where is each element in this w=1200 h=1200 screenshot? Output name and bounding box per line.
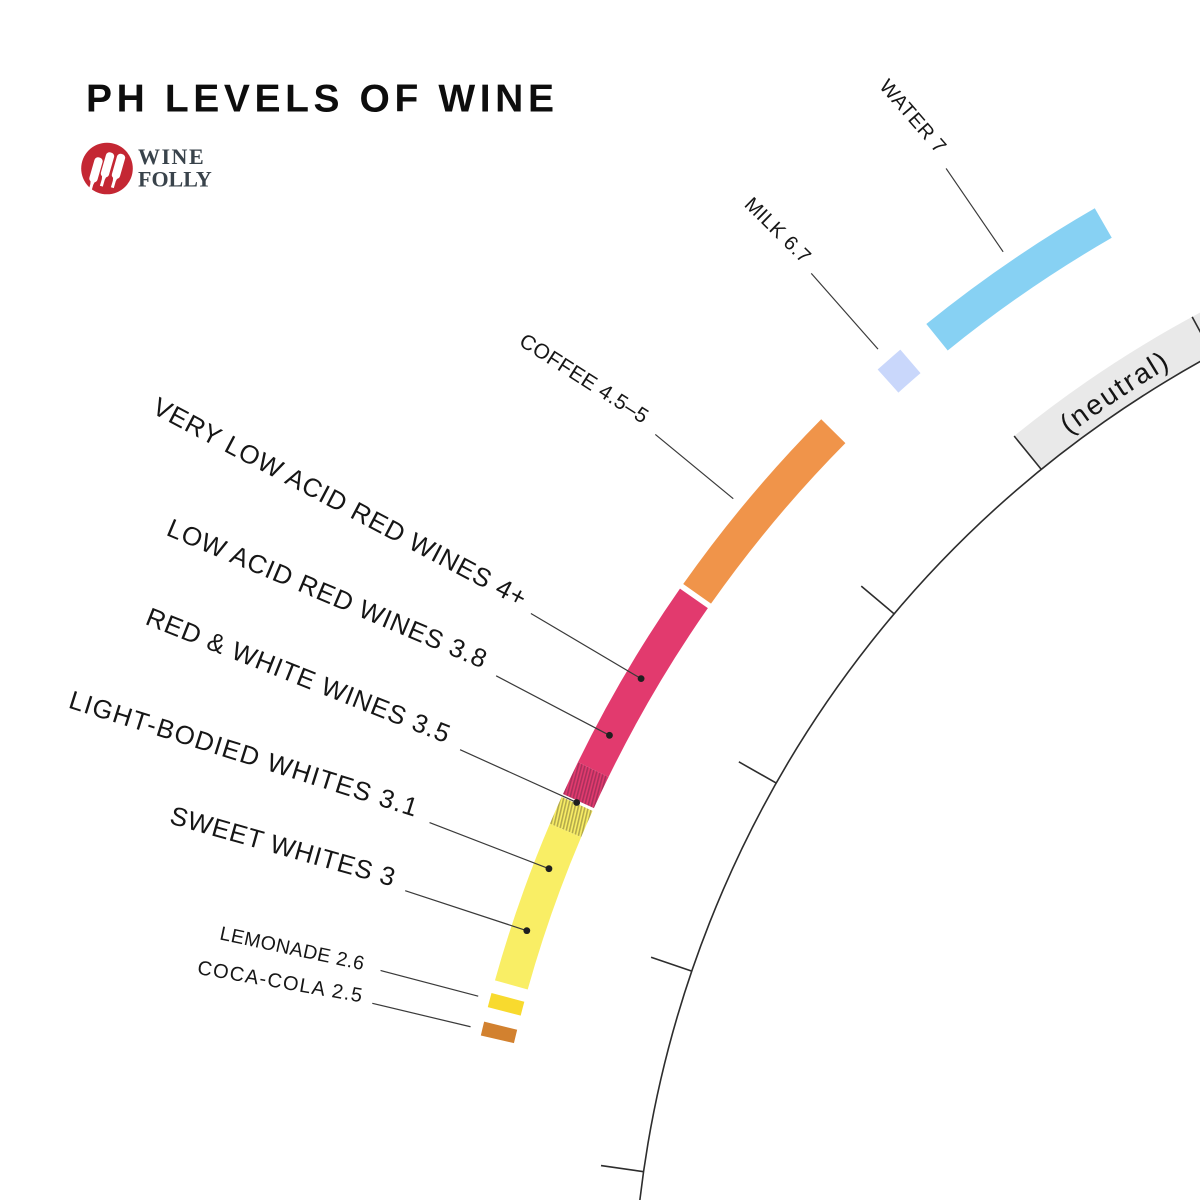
svg-text:FOLLY: FOLLY bbox=[138, 166, 212, 191]
svg-text:WINE: WINE bbox=[138, 144, 205, 169]
svg-text:PH LEVELS OF WINE: PH LEVELS OF WINE bbox=[86, 78, 559, 121]
